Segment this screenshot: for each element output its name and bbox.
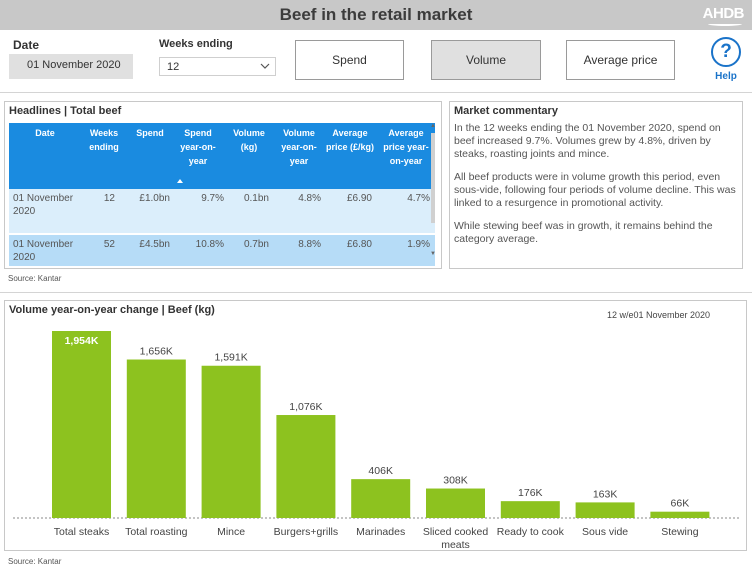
table-row: 01 November 2020 12 £1.0bn 9.7% 0.1bn 4.… — [9, 189, 435, 233]
help-label: Help — [715, 71, 737, 82]
cell-weeks-ending: 52 — [103, 239, 115, 250]
sort-ascending-icon — [177, 179, 183, 183]
commentary-paragraph: In the 12 weeks ending the 01 November 2… — [454, 122, 721, 160]
bar-6[interactable] — [500, 501, 560, 518]
column-header-spend-yoy[interactable]: Spend year-on-year — [180, 128, 216, 166]
cell-average-price: £6.80 — [346, 239, 372, 250]
cell-spend-yoy: 10.8% — [195, 239, 224, 250]
scroll-thumb[interactable] — [431, 133, 435, 223]
cell-volume: 0.7bn — [243, 239, 269, 250]
column-header-spend[interactable]: Spend — [136, 128, 164, 138]
help-button[interactable]: ? Help — [709, 37, 743, 83]
column-header-volume-yoy[interactable]: Volume year-on-year — [281, 128, 317, 166]
cell-spend-yoy: 9.7% — [201, 193, 224, 204]
column-header-date[interactable]: Date — [35, 128, 55, 138]
chart-source: Source: Kantar — [8, 557, 62, 566]
cell-spend: £4.5bn — [139, 239, 170, 250]
chart-title: Volume year-on-year change | Beef (kg) — [9, 304, 215, 316]
volume-button[interactable]: Volume — [431, 40, 541, 80]
headlines-title: Headlines | Total beef — [9, 105, 122, 117]
data-label-0: 1,954K — [65, 335, 99, 347]
column-header-volume[interactable]: Volume (kg) — [233, 128, 265, 152]
bar-0[interactable] — [52, 331, 111, 518]
commentary-paragraph: While stewing beef was in growth, it rem… — [454, 220, 713, 245]
page-title: Beef in the retail market — [279, 5, 473, 24]
commentary-paragraph: All beef products were in volume growth … — [454, 171, 736, 209]
scroll-down-icon[interactable]: ▼ — [430, 251, 436, 257]
bar-1[interactable] — [126, 359, 186, 518]
column-header-average-price[interactable]: Average price (£/kg) — [326, 128, 375, 152]
bar-7[interactable] — [575, 502, 635, 518]
weeks-ending-label: Weeks ending — [159, 38, 233, 50]
data-label-4: 406K — [368, 465, 393, 477]
divider — [0, 92, 752, 93]
ahdb-logo: AHDB — [702, 5, 745, 22]
data-label-5: 308K — [443, 475, 468, 487]
cell-volume: 0.1bn — [243, 193, 269, 204]
category-label-7: Sous vide — [582, 526, 628, 538]
category-label-6: Ready to cook — [497, 526, 565, 538]
category-label-1: Total roasting — [125, 526, 188, 538]
bar-3[interactable] — [276, 415, 336, 518]
title-bar: Beef in the retail market AHDB — [0, 0, 752, 30]
column-header-weeks-ending[interactable]: Weeks ending — [89, 128, 119, 152]
date-label: Date — [13, 38, 40, 52]
data-label-6: 176K — [518, 487, 543, 499]
average-price-button[interactable]: Average price — [566, 40, 675, 80]
category-label-2: Mince — [217, 526, 245, 538]
cell-volume-yoy: 4.8% — [298, 193, 321, 204]
headlines-table: Date Weeks ending Spend Spend year-on-ye… — [9, 123, 435, 266]
commentary-panel: Market commentary In the 12 weeks ending… — [449, 101, 743, 269]
commentary-title: Market commentary — [454, 105, 558, 117]
weeks-ending-dropdown[interactable]: 12 — [159, 57, 276, 76]
cell-average-price: £6.90 — [346, 193, 372, 204]
cell-volume-yoy: 8.8% — [298, 239, 321, 250]
bar-4[interactable] — [351, 479, 411, 518]
bar-5[interactable] — [426, 488, 485, 518]
table-row: 01 November 2020 52 £4.5bn 10.8% 0.7bn 8… — [9, 235, 435, 266]
bar-chart: 1,954K Total steaks 1,656K Total roasting 1,… — [13, 331, 739, 550]
data-label-7: 163K — [593, 488, 618, 500]
headlines-panel: Headlines | Total beef Date Weeks ending… — [4, 101, 442, 269]
help-icon: ? — [711, 37, 741, 67]
category-label-0: Total steaks — [54, 526, 109, 538]
bar-2[interactable] — [201, 365, 261, 518]
table-header: Date Weeks ending Spend Spend year-on-ye… — [9, 123, 435, 189]
data-label-1: 1,656K — [140, 346, 173, 358]
spend-button[interactable]: Spend — [295, 40, 404, 80]
logo-swoosh-icon — [708, 22, 742, 26]
headlines-source: Source: Kantar — [8, 274, 62, 283]
cell-date: 01 November 2020 — [13, 239, 74, 263]
table-scrollbar[interactable]: ▲ ▼ — [430, 123, 436, 264]
cell-spend: £1.0bn — [139, 193, 170, 204]
category-label-3: Burgers+grills — [274, 526, 338, 538]
data-label-2: 1,591K — [214, 352, 247, 364]
category-label-4: Marinades — [356, 526, 405, 538]
cell-average-price-yoy: 4.7% — [407, 193, 430, 204]
bar-8[interactable] — [650, 511, 710, 518]
volume-chart-panel: Volume year-on-year change | Beef (kg) 1… — [4, 300, 747, 551]
cell-average-price-yoy: 1.9% — [407, 239, 430, 250]
cell-date: 01 November 2020 — [13, 193, 74, 217]
category-label-8: Stewing — [661, 526, 699, 538]
chevron-down-icon — [260, 63, 270, 69]
chart-period: 12 w/e01 November 2020 — [607, 310, 711, 320]
commentary-text: In the 12 weeks ending the 01 November 2… — [454, 122, 740, 256]
column-header-average-price-yoy[interactable]: Average price year-on-year — [383, 128, 429, 166]
weeks-ending-value: 12 — [167, 61, 180, 73]
data-label-3: 1,076K — [289, 401, 322, 413]
cell-weeks-ending: 12 — [103, 193, 115, 204]
scroll-up-icon[interactable]: ▲ — [430, 123, 436, 129]
date-value: 01 November 2020 — [9, 54, 133, 79]
divider — [0, 292, 752, 293]
category-label-5: Sliced cooked meats — [423, 526, 489, 550]
data-label-8: 66K — [671, 498, 690, 510]
